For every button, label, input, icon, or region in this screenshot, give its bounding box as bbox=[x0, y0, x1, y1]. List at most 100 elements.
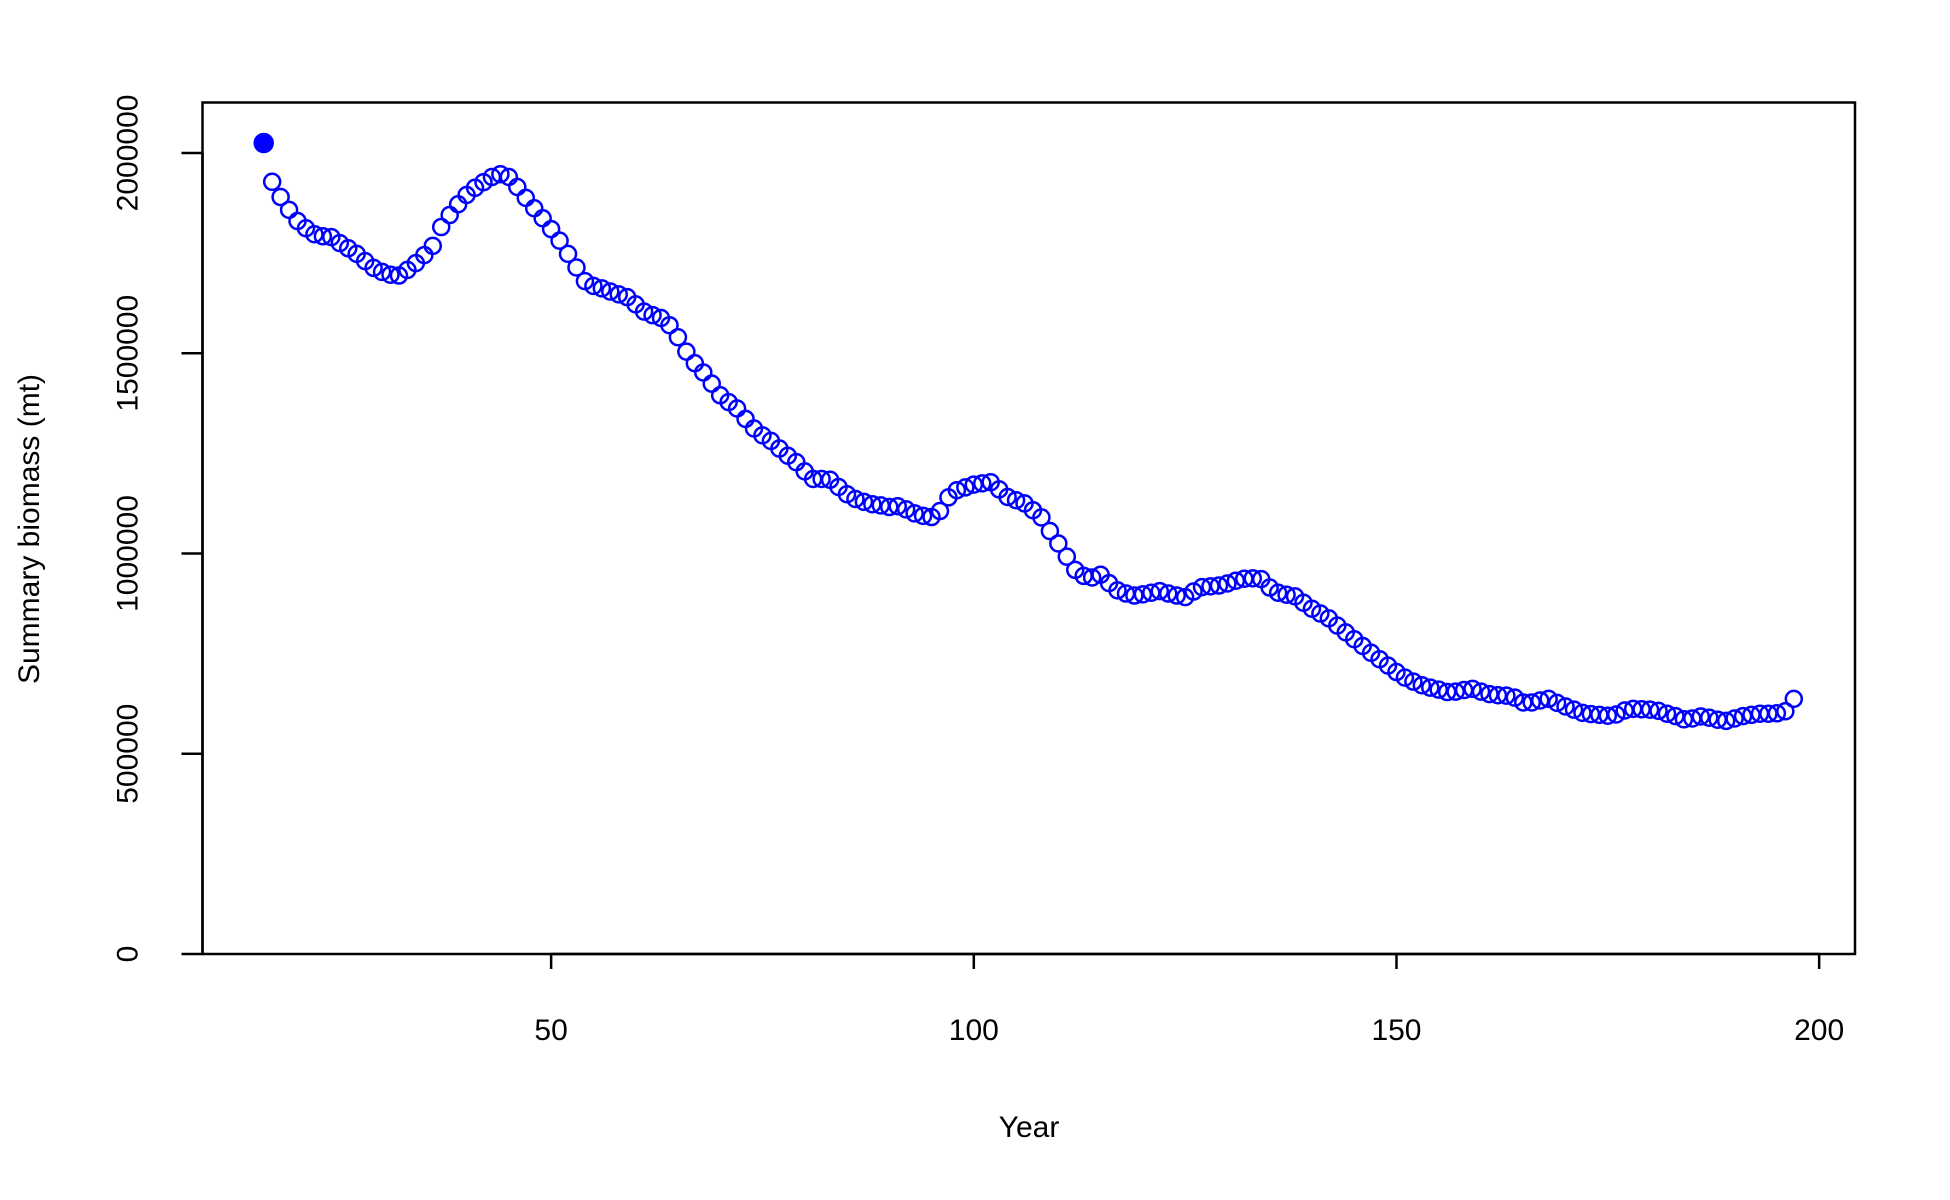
data-point bbox=[930, 501, 950, 521]
data-point bbox=[601, 282, 620, 301]
data-point bbox=[736, 409, 755, 429]
data-point bbox=[1539, 689, 1558, 709]
y-axis-label: Summary biomass (mt) bbox=[13, 374, 46, 684]
data-point bbox=[1716, 711, 1736, 731]
data-point bbox=[1674, 710, 1694, 729]
data-point bbox=[541, 219, 561, 239]
data-point bbox=[956, 478, 975, 497]
data-point bbox=[1209, 576, 1229, 595]
data-point bbox=[1446, 682, 1465, 701]
data-point bbox=[440, 205, 459, 225]
data-point bbox=[524, 198, 544, 218]
x-axis-label: Year bbox=[999, 1111, 1060, 1144]
data-point bbox=[1277, 585, 1296, 604]
data-point bbox=[1522, 693, 1541, 712]
data-point bbox=[279, 200, 299, 220]
data-point bbox=[1150, 581, 1170, 601]
data-point bbox=[364, 258, 383, 278]
data-point bbox=[533, 208, 552, 228]
data-point bbox=[1691, 707, 1711, 726]
data-point bbox=[846, 489, 865, 509]
data-point bbox=[381, 265, 400, 284]
y-tick-label: 2000000 bbox=[111, 95, 144, 212]
data-point bbox=[1657, 704, 1677, 723]
data-point bbox=[262, 172, 282, 192]
data-point bbox=[854, 492, 874, 512]
data-point bbox=[1497, 686, 1516, 705]
x-tick-label: 100 bbox=[949, 1014, 999, 1047]
data-point bbox=[1556, 697, 1575, 716]
y-tick-label: 500000 bbox=[111, 704, 144, 804]
data-point bbox=[584, 276, 603, 296]
data-point bbox=[1767, 704, 1787, 723]
data-point bbox=[905, 504, 924, 523]
data-point bbox=[1040, 521, 1060, 541]
data-point bbox=[1243, 569, 1263, 588]
data-point bbox=[863, 494, 882, 514]
y-tick-label: 1000000 bbox=[111, 495, 144, 612]
data-point bbox=[1133, 585, 1153, 604]
data-point bbox=[634, 302, 654, 321]
data-point bbox=[1412, 676, 1432, 695]
x-tick-label: 200 bbox=[1794, 1014, 1844, 1047]
data-point bbox=[431, 217, 451, 237]
data-point bbox=[660, 315, 679, 335]
data-point bbox=[1725, 709, 1744, 728]
data-point bbox=[491, 164, 510, 184]
y-tick-label: 0 bbox=[111, 946, 144, 963]
data-point bbox=[1784, 689, 1804, 709]
data-point bbox=[1158, 584, 1178, 603]
y-tick-label: 1500000 bbox=[111, 295, 144, 412]
data-point bbox=[1057, 547, 1077, 566]
data-point bbox=[1649, 701, 1668, 721]
data-point bbox=[1640, 700, 1660, 719]
data-point bbox=[1032, 508, 1051, 527]
data-point bbox=[947, 480, 967, 500]
data-point bbox=[313, 227, 333, 246]
data-point bbox=[896, 500, 916, 519]
data-point bbox=[550, 231, 569, 250]
data-point bbox=[1421, 678, 1440, 697]
data-point bbox=[1167, 586, 1186, 605]
data-point bbox=[913, 506, 933, 526]
data-point bbox=[1598, 706, 1618, 725]
plot-frame bbox=[201, 101, 1857, 956]
data-point bbox=[271, 187, 290, 207]
data-point bbox=[1607, 705, 1626, 724]
data-point bbox=[1547, 693, 1567, 713]
data-point bbox=[423, 236, 443, 256]
data-point bbox=[516, 188, 536, 208]
data-point bbox=[567, 258, 586, 277]
data-point bbox=[1404, 672, 1423, 691]
data-point bbox=[1049, 534, 1068, 553]
data-point bbox=[1776, 702, 1795, 721]
data-point bbox=[1082, 568, 1102, 587]
data-point bbox=[973, 474, 992, 493]
data-point bbox=[1268, 583, 1288, 602]
data-point bbox=[643, 305, 662, 325]
data-point bbox=[305, 225, 324, 244]
data-point bbox=[998, 487, 1017, 507]
x-tick-label: 150 bbox=[1371, 1014, 1421, 1047]
data-point bbox=[1471, 682, 1491, 701]
data-point bbox=[1006, 490, 1026, 510]
data-point bbox=[668, 327, 688, 347]
data-point bbox=[1700, 708, 1719, 727]
data-point bbox=[508, 177, 527, 197]
data-point bbox=[1564, 700, 1584, 719]
data-point bbox=[677, 342, 696, 361]
data-point bbox=[1125, 586, 1144, 605]
data-point bbox=[1463, 679, 1482, 699]
data-point bbox=[702, 374, 721, 393]
data-point bbox=[888, 496, 907, 516]
data-point bbox=[1395, 668, 1415, 687]
data-point bbox=[812, 469, 831, 489]
data-point bbox=[592, 279, 612, 298]
data-point bbox=[253, 132, 274, 154]
data-point bbox=[609, 285, 629, 304]
data-point bbox=[1201, 577, 1220, 596]
data-point bbox=[372, 262, 392, 282]
data-point bbox=[1108, 581, 1127, 600]
data-point bbox=[1218, 574, 1237, 593]
